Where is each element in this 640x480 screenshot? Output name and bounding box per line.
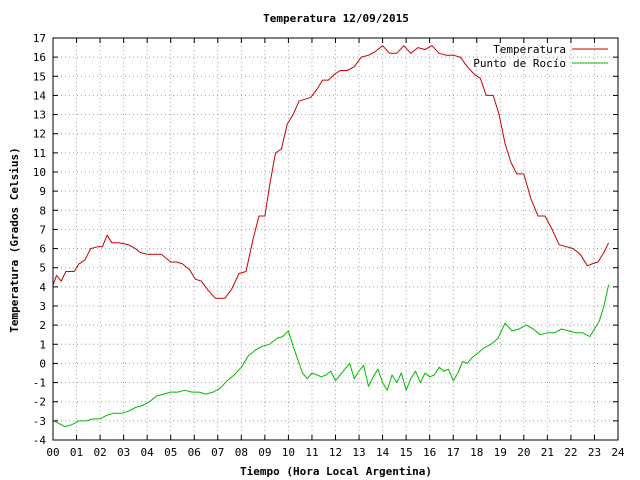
x-tick-label: 11 [305,446,318,459]
series-lines [52,45,610,428]
x-tick-label: 15 [400,446,413,459]
x-tick-label: 17 [447,446,460,459]
y-tick-label: 12 [33,128,46,141]
legend-label: Temperatura [493,43,566,56]
x-tick-label: 07 [211,446,224,459]
x-tick-label: 13 [352,446,365,459]
y-tick-label: 17 [33,32,46,45]
y-tick-label: 6 [39,243,46,256]
series-line-punto-de-rocio [52,284,610,428]
y-tick-label: 4 [39,281,46,294]
x-tick-label: 03 [117,446,130,459]
x-tick-label: 23 [588,446,601,459]
y-tick-label: 10 [33,166,46,179]
x-tick-label: 05 [164,446,177,459]
x-tick-label: 08 [235,446,248,459]
series-line-temperatura [52,45,610,299]
x-tick-label: 09 [258,446,271,459]
y-tick-label: 13 [33,109,46,122]
x-tick-label: 21 [541,446,554,459]
y-tick-label: 0 [39,357,46,370]
x-axis-label: Tiempo (Hora Local Argentina) [240,465,432,478]
x-ticks: 00 01 02 03 04 05 06 07 08 09 10 11 12 13 14 15 16 17 18 19… [46,38,625,459]
x-tick-label: 00 [46,446,59,459]
y-axis-label: Temperatura (Grados Celsius) [8,147,21,332]
x-tick-label: 01 [70,446,83,459]
x-tick-label: 02 [93,446,106,459]
y-tick-label: -2 [33,396,46,409]
y-tick-label: -3 [33,415,46,428]
y-tick-label: -1 [33,377,46,390]
x-tick-label: 20 [517,446,530,459]
x-tick-label: 10 [282,446,295,459]
x-tick-label: 16 [423,446,436,459]
x-tick-label: 04 [141,446,155,459]
x-tick-label: 22 [564,446,577,459]
y-tick-label: -4 [33,434,47,447]
x-tick-label: 06 [188,446,201,459]
y-tick-label: 15 [33,70,46,83]
y-tick-label: 16 [33,51,46,64]
x-tick-label: 12 [329,446,342,459]
y-tick-label: 5 [39,262,46,275]
y-tick-label: 8 [39,204,46,217]
plot-frame [52,37,619,441]
grid-lines [53,38,618,440]
y-tick-label: 14 [33,89,47,102]
y-tick-label: 11 [33,147,46,160]
x-tick-label: 19 [494,446,507,459]
y-tick-label: 1 [39,338,46,351]
legend-label: Punto de Rocío [473,57,566,70]
y-tick-label: 2 [39,319,46,332]
x-tick-label: 18 [470,446,483,459]
chart-title: Temperatura 12/09/2015 [263,12,409,25]
y-tick-label: 9 [39,185,46,198]
x-tick-label: 14 [376,446,390,459]
y-tick-label: 7 [39,223,46,236]
y-tick-label: 3 [39,300,46,313]
x-tick-label: 24 [611,446,625,459]
